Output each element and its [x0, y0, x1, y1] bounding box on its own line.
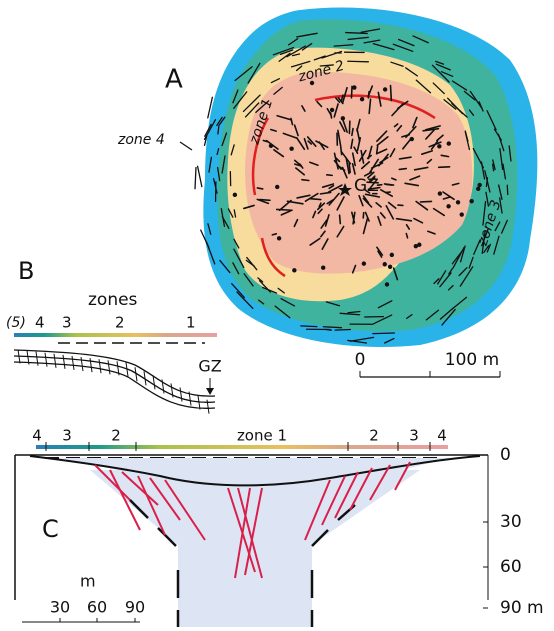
zone-number: 2: [369, 427, 379, 445]
figure: A zone 2 zone 1 zone 4 zone 3 GZ 0 100 m…: [0, 0, 554, 627]
fracture-dot: [385, 282, 389, 286]
fracture: [340, 215, 341, 223]
fracture-dot: [352, 85, 356, 89]
fracture-dot: [330, 108, 334, 112]
fracture: [301, 326, 317, 327]
width-label: 90: [125, 598, 145, 617]
fracture-dot: [341, 116, 345, 120]
fracture-dot: [275, 185, 279, 189]
fracture-dot: [277, 236, 281, 240]
fracture-dot: [269, 144, 273, 148]
fracture: [391, 86, 392, 101]
fracture-dot: [383, 87, 387, 91]
fracture: [351, 86, 352, 97]
panel-label: C: [42, 515, 59, 543]
fault-tick: [90, 358, 92, 372]
page: {"panel_a":{"label":"A","zone_labels":["…: [0, 0, 554, 627]
fracture: [346, 33, 368, 34]
fracture: [272, 234, 276, 235]
fracture-dot: [447, 141, 451, 145]
zone-number: 2: [115, 314, 125, 332]
fault-tick: [72, 356, 74, 370]
fracture: [349, 121, 350, 133]
fracture-dot: [456, 200, 460, 204]
fracture-dot: [446, 204, 450, 208]
scale-bar: [360, 371, 500, 377]
fracture-dot: [233, 193, 237, 197]
depth-label: 60: [500, 557, 522, 577]
cross-section: [14, 350, 215, 408]
fracture-dot: [390, 253, 394, 257]
scale-label: 100 m: [445, 350, 499, 370]
panel-label: B: [18, 257, 34, 285]
fracture-dot: [383, 262, 387, 266]
fracture-dot: [410, 137, 414, 141]
fracture-dot: [388, 265, 392, 269]
fracture-dot: [438, 191, 442, 195]
fracture-dot: [321, 266, 325, 270]
fault-tick: [81, 357, 83, 371]
panel-title: zones: [88, 290, 138, 310]
zone-number: 4: [35, 314, 45, 332]
fault-tick: [45, 353, 47, 367]
zone-number: 1: [186, 314, 196, 332]
ground-zero-label: GZ: [198, 357, 221, 376]
scale-label: 0: [355, 350, 366, 370]
fracture: [195, 167, 196, 188]
fracture: [198, 166, 202, 186]
leader-line: [180, 142, 192, 150]
zone-1-area: [245, 72, 472, 274]
zone-number: (5): [6, 315, 26, 331]
fault-tick: [54, 354, 56, 368]
fracture-dot: [477, 183, 481, 187]
fault-tick: [63, 355, 65, 369]
depth-label: 0: [500, 445, 511, 465]
fracture-dot: [414, 244, 418, 248]
fault-tick: [108, 360, 110, 374]
fracture-dot: [437, 144, 441, 148]
zone-number: 4: [32, 427, 42, 445]
fracture-dot: [460, 212, 464, 216]
width-axis: [22, 618, 140, 622]
width-label: 30: [50, 598, 70, 617]
fracture: [310, 199, 321, 200]
fracture: [327, 175, 332, 176]
zone-number: 3: [62, 314, 72, 332]
depth-axis: [483, 455, 488, 608]
fracture: [373, 333, 395, 334]
fracture: [399, 169, 406, 170]
fracture: [277, 209, 292, 210]
fracture: [348, 61, 369, 62]
fracture-dot: [360, 97, 364, 101]
fracture: [302, 180, 309, 181]
zone-label: zone 4: [117, 132, 165, 148]
zone-bar: [14, 333, 217, 337]
fracture: [257, 188, 262, 189]
fracture: [352, 129, 353, 136]
zone-number: zone 1: [237, 427, 287, 445]
fracture-dot: [289, 147, 293, 151]
fracture-dot: [362, 261, 366, 265]
arrowhead: [206, 388, 214, 395]
fracture: [335, 329, 350, 330]
zone-number: 3: [409, 427, 419, 445]
fault-tick: [180, 388, 182, 402]
zone-number: 3: [62, 427, 72, 445]
ground-zero-label: GZ: [354, 176, 379, 196]
fracture: [341, 147, 342, 155]
zone-number: 4: [437, 427, 447, 445]
fault-tick: [99, 359, 101, 373]
fracture-dot: [476, 187, 480, 191]
width-label: 60: [87, 598, 107, 617]
zone-number: 2: [111, 427, 121, 445]
width-unit: m: [80, 572, 96, 591]
fracture-dot: [292, 268, 296, 272]
panel-label: A: [165, 65, 183, 95]
zone-bar: [36, 445, 448, 449]
fracture-dot: [469, 199, 473, 203]
depth-label: 30: [500, 512, 522, 532]
depth-label: 90 m: [500, 598, 544, 618]
fault-tick: [162, 379, 164, 393]
